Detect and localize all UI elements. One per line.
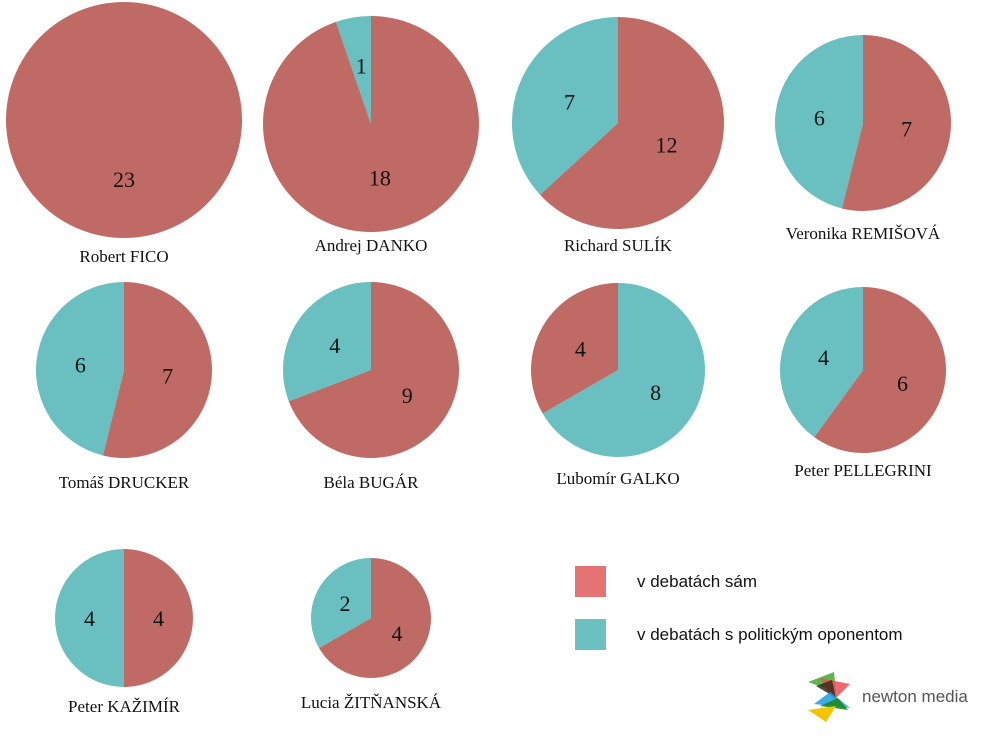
pie-value-label: 23 [113, 167, 135, 192]
pie-slice-opponent [55, 549, 124, 687]
pie-value-label: 4 [818, 345, 829, 370]
legend-item-opponent: v debatách s politickým oponentom [575, 619, 903, 650]
pie-value-label: 8 [650, 380, 661, 405]
pie-value-label: 4 [153, 606, 164, 631]
legend-item-alone: v debatách sám [575, 566, 757, 597]
pie-slice-alone [540, 17, 725, 230]
pie-value-label: 4 [575, 336, 586, 361]
pie-slice-opponent [335, 16, 371, 124]
pie-name-label: Ľubomír GALKO [556, 469, 679, 488]
pie-name-label: Béla BUGÁR [324, 473, 420, 492]
pie-slice-alone [6, 2, 242, 238]
pie-value-label: 7 [162, 363, 173, 388]
pie-value-label: 7 [901, 116, 912, 141]
pie-slice-opponent [283, 282, 371, 402]
pie-value-label: 6 [814, 106, 825, 131]
pie-slice-alone [102, 282, 212, 458]
pie-slice-opponent [311, 558, 371, 648]
pie-slice-opponent [542, 283, 705, 457]
pie-name-label: Peter PELLEGRINI [794, 461, 932, 480]
legend-label-alone: v debatách sám [637, 571, 758, 591]
pie-slice-alone [530, 283, 618, 414]
pie-value-label: 7 [564, 90, 575, 115]
legend-swatch-opponent [575, 619, 606, 650]
logo-text: newton media [862, 687, 968, 706]
pie-value-label: 2 [340, 591, 351, 616]
pie-slice-alone [814, 287, 946, 453]
pie-name-label: Tomáš DRUCKER [59, 473, 190, 492]
pie-slice-alone [288, 282, 459, 458]
pie-value-label: 6 [897, 371, 908, 396]
newton-media-logo: newton media [806, 670, 968, 724]
logo-icon [808, 672, 850, 722]
pie-slice-opponent [774, 35, 863, 209]
pie-slice-opponent [35, 282, 125, 456]
pie-name-label: Lucia ŽITŇANSKÁ [301, 693, 442, 712]
pie-value-label: 1 [356, 53, 367, 78]
pie-value-label: 4 [391, 621, 402, 646]
pie-name-label: Andrej DANKO [315, 236, 428, 255]
pie-name-label: Robert FICO [79, 247, 168, 266]
pie-value-label: 6 [75, 353, 86, 378]
pie-value-label: 12 [656, 132, 678, 157]
pie-value-label: 18 [369, 165, 391, 190]
pie-value-label: 4 [84, 606, 95, 631]
pie-value-label: 9 [402, 383, 413, 408]
pie-name-label: Veronika REMIŠOVÁ [786, 224, 941, 243]
pie-name-label: Peter KAŽIMÍR [68, 697, 181, 716]
pie-name-label: Richard SULÍK [564, 236, 673, 255]
pie-slice-opponent [779, 286, 863, 438]
pie-slice-alone [262, 16, 479, 232]
pie-slice-alone [319, 558, 432, 679]
pie-slice-alone [841, 35, 951, 211]
legend-label-opponent: v debatách s politickým oponentom [637, 624, 903, 644]
pie-slice-alone [124, 549, 193, 687]
legend-swatch-alone [575, 566, 606, 597]
pie-value-label: 4 [329, 333, 340, 358]
pie-slice-opponent [512, 17, 618, 195]
